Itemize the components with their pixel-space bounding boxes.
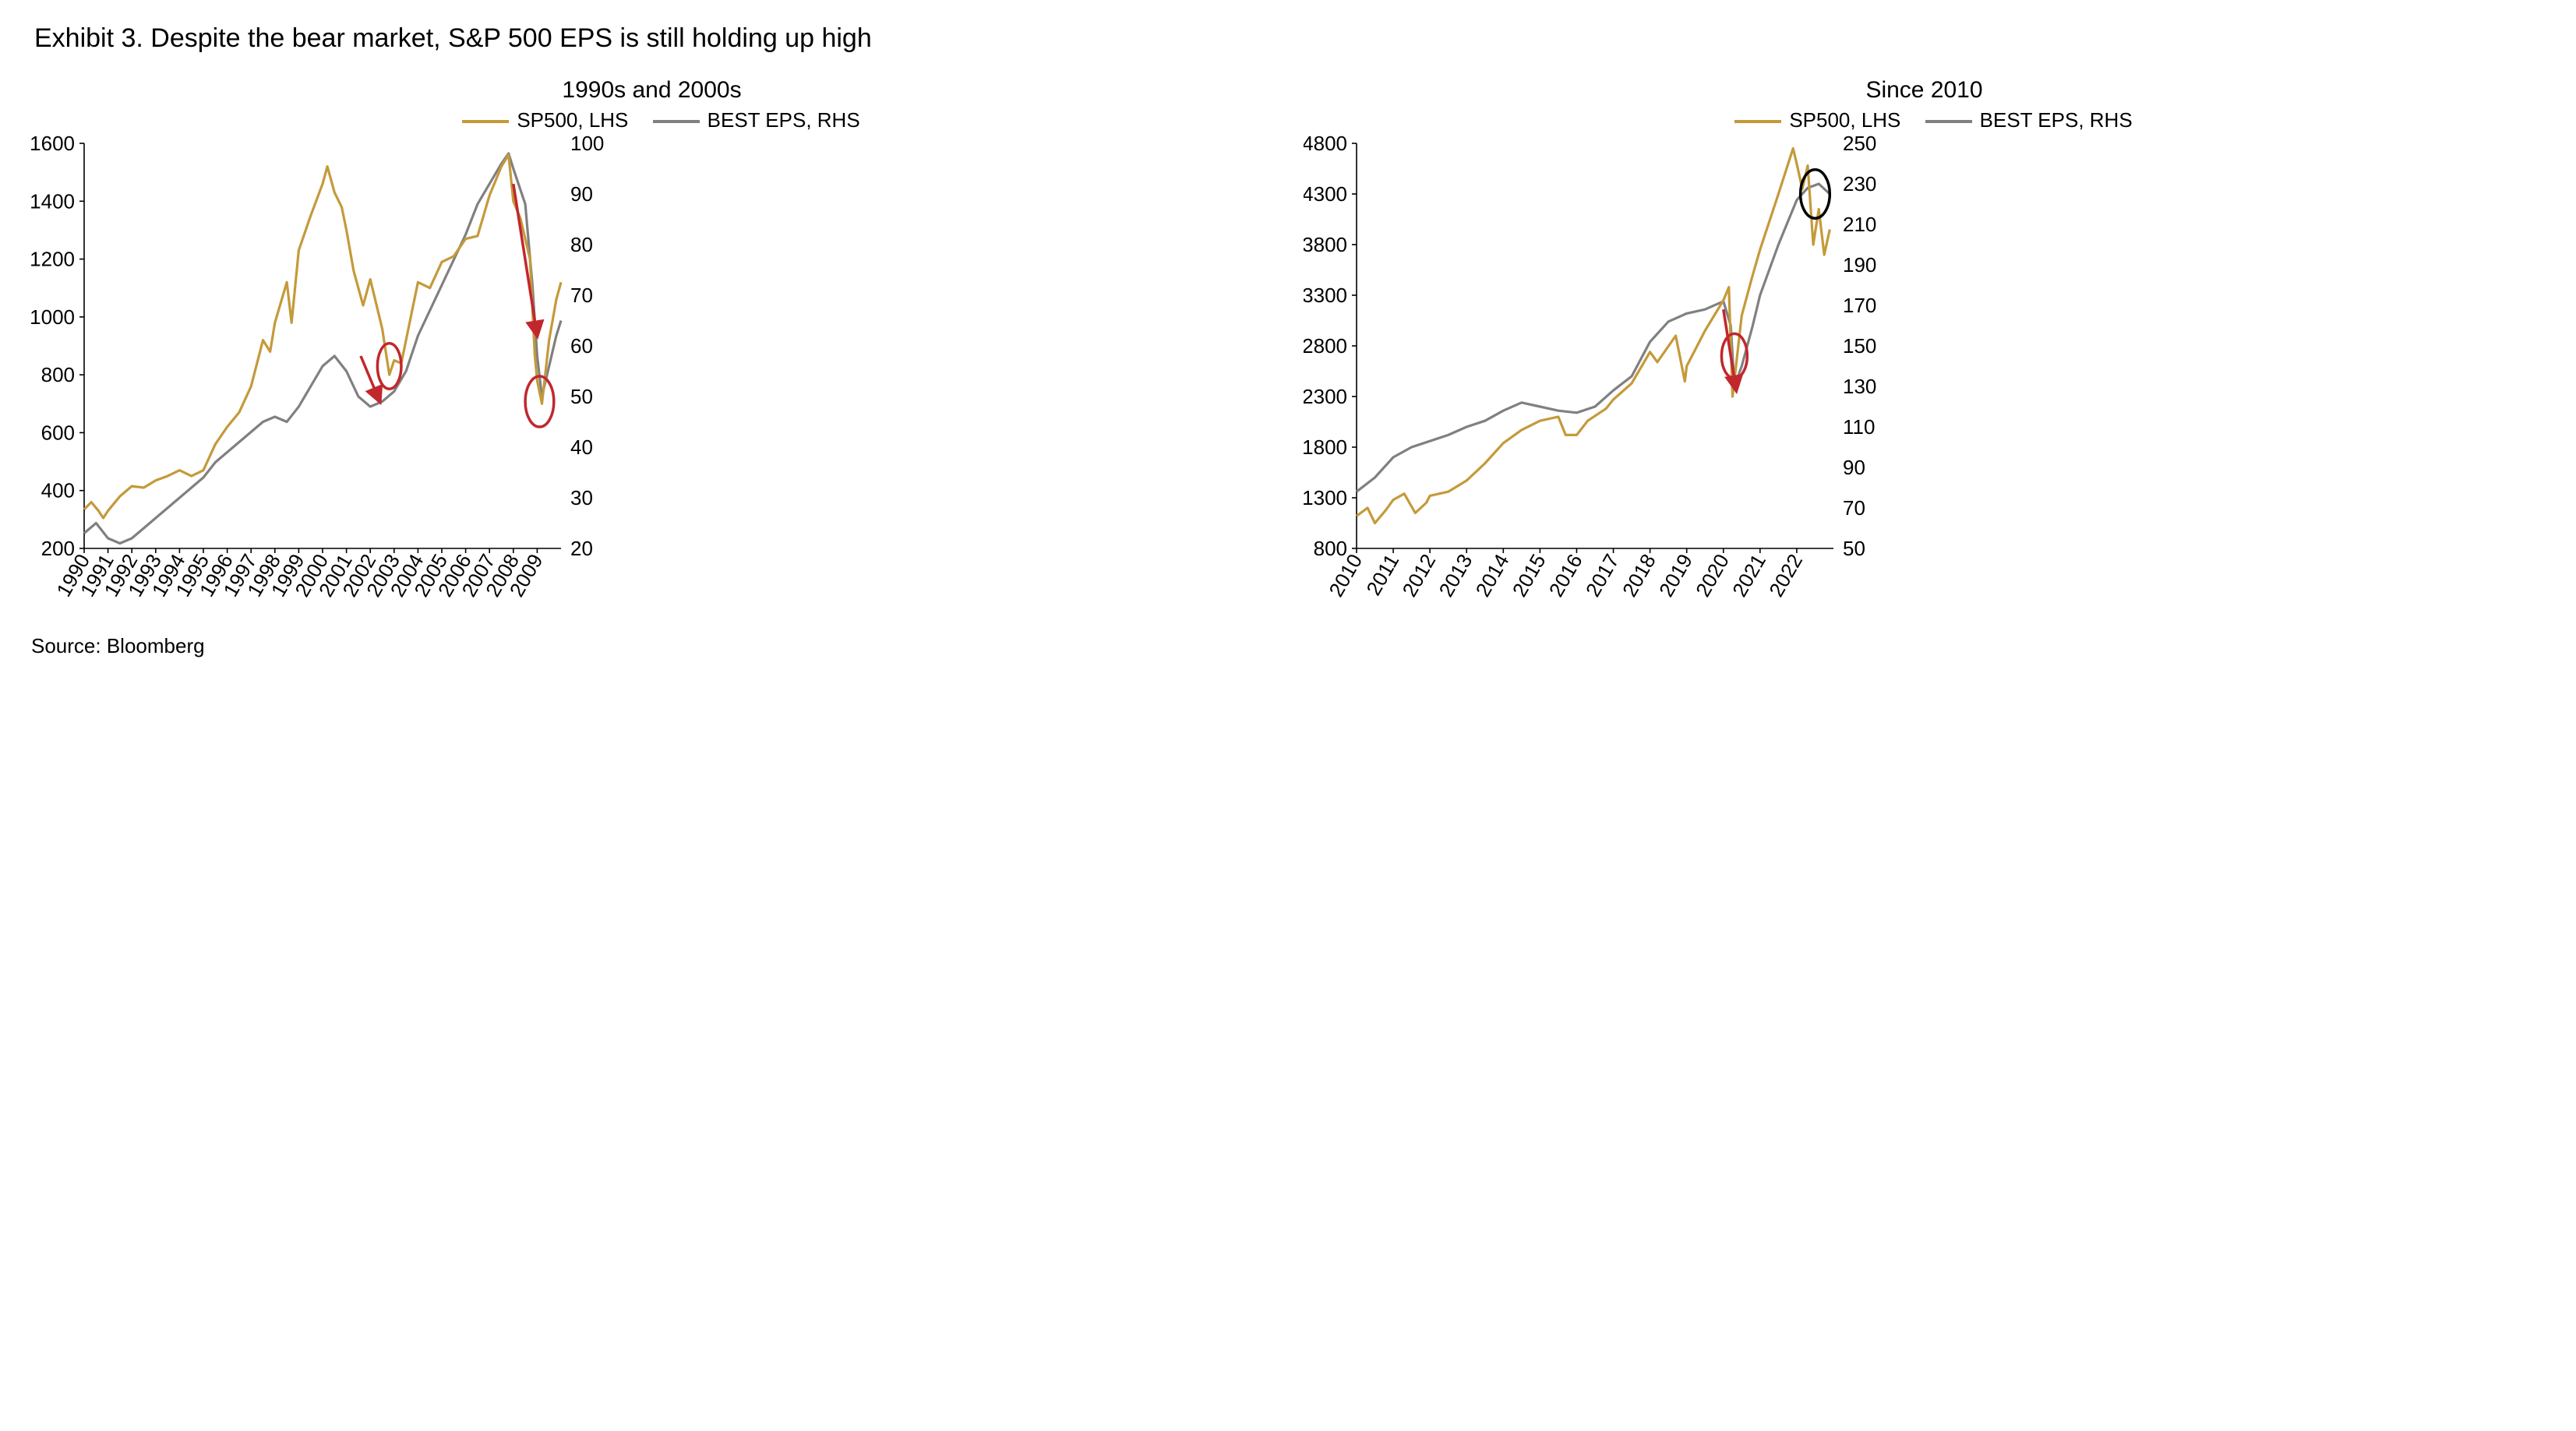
svg-text:1300: 1300 [1304, 486, 1347, 509]
svg-text:2018: 2018 [1618, 550, 1660, 601]
svg-text:90: 90 [1843, 456, 1865, 479]
svg-text:4300: 4300 [1304, 182, 1347, 206]
svg-text:110: 110 [1843, 415, 1875, 439]
panel-left: 1990s and 2000s SP500, LHS BEST EPS, RHS… [31, 77, 1272, 619]
panel-left-legend: SP500, LHS BEST EPS, RHS [31, 108, 1272, 132]
svg-text:20: 20 [570, 537, 593, 560]
svg-text:2300: 2300 [1304, 385, 1347, 408]
svg-text:70: 70 [1843, 496, 1865, 520]
svg-text:170: 170 [1843, 294, 1876, 317]
svg-text:1200: 1200 [31, 248, 75, 271]
svg-text:130: 130 [1843, 375, 1876, 398]
legend-label-sp500-r: SP500, LHS [1789, 108, 1900, 132]
chart-right: 8001300180023002800330038004300480050709… [1304, 136, 1880, 619]
svg-text:210: 210 [1843, 213, 1876, 236]
svg-text:600: 600 [41, 421, 75, 444]
panel-left-title: 1990s and 2000s [31, 77, 1272, 104]
svg-text:2021: 2021 [1727, 550, 1770, 601]
svg-text:2016: 2016 [1544, 550, 1587, 601]
svg-text:2011: 2011 [1361, 550, 1403, 599]
svg-text:150: 150 [1843, 334, 1876, 358]
panel-right-legend: SP500, LHS BEST EPS, RHS [1304, 108, 2545, 132]
svg-text:800: 800 [41, 363, 75, 386]
svg-text:2014: 2014 [1471, 550, 1514, 601]
svg-text:90: 90 [570, 182, 593, 206]
legend-swatch-sp500-r [1734, 120, 1781, 123]
svg-text:230: 230 [1843, 172, 1876, 196]
svg-text:60: 60 [570, 334, 593, 358]
svg-text:3300: 3300 [1304, 284, 1347, 307]
svg-text:40: 40 [570, 435, 593, 459]
exhibit-title: Exhibit 3. Despite the bear market, S&P … [34, 23, 2545, 54]
svg-text:400: 400 [41, 479, 75, 502]
svg-text:1400: 1400 [31, 189, 75, 213]
legend-swatch-sp500 [462, 120, 509, 123]
svg-text:2019: 2019 [1654, 550, 1697, 601]
svg-text:50: 50 [570, 385, 593, 408]
svg-text:2013: 2013 [1434, 550, 1477, 601]
svg-text:1000: 1000 [31, 305, 75, 329]
svg-text:2020: 2020 [1691, 550, 1734, 601]
svg-text:30: 30 [570, 486, 593, 509]
legend-label-sp500: SP500, LHS [517, 108, 628, 132]
svg-text:3800: 3800 [1304, 233, 1347, 256]
svg-text:190: 190 [1843, 253, 1876, 277]
panel-right: Since 2010 SP500, LHS BEST EPS, RHS 8001… [1304, 77, 2545, 619]
svg-text:2022: 2022 [1764, 550, 1807, 601]
svg-text:4800: 4800 [1304, 136, 1347, 155]
svg-text:50: 50 [1843, 537, 1865, 560]
svg-text:70: 70 [570, 284, 593, 307]
source-text: Source: Bloomberg [31, 634, 2545, 658]
legend-swatch-eps-r [1925, 120, 1972, 123]
panel-right-title: Since 2010 [1304, 77, 2545, 104]
svg-text:250: 250 [1843, 136, 1876, 155]
legend-swatch-eps [653, 120, 700, 123]
svg-text:2017: 2017 [1581, 550, 1624, 601]
svg-text:80: 80 [570, 233, 593, 256]
legend-label-eps: BEST EPS, RHS [708, 108, 860, 132]
chart-left: 2004006008001000120014001600203040506070… [31, 136, 608, 619]
svg-text:100: 100 [570, 136, 604, 155]
chart-panels: 1990s and 2000s SP500, LHS BEST EPS, RHS… [31, 77, 2545, 619]
svg-text:2015: 2015 [1508, 550, 1551, 601]
svg-text:1800: 1800 [1304, 435, 1347, 459]
legend-label-eps-r: BEST EPS, RHS [1980, 108, 2133, 132]
svg-text:1600: 1600 [31, 136, 75, 155]
svg-text:2012: 2012 [1397, 550, 1440, 601]
svg-text:2800: 2800 [1304, 334, 1347, 358]
